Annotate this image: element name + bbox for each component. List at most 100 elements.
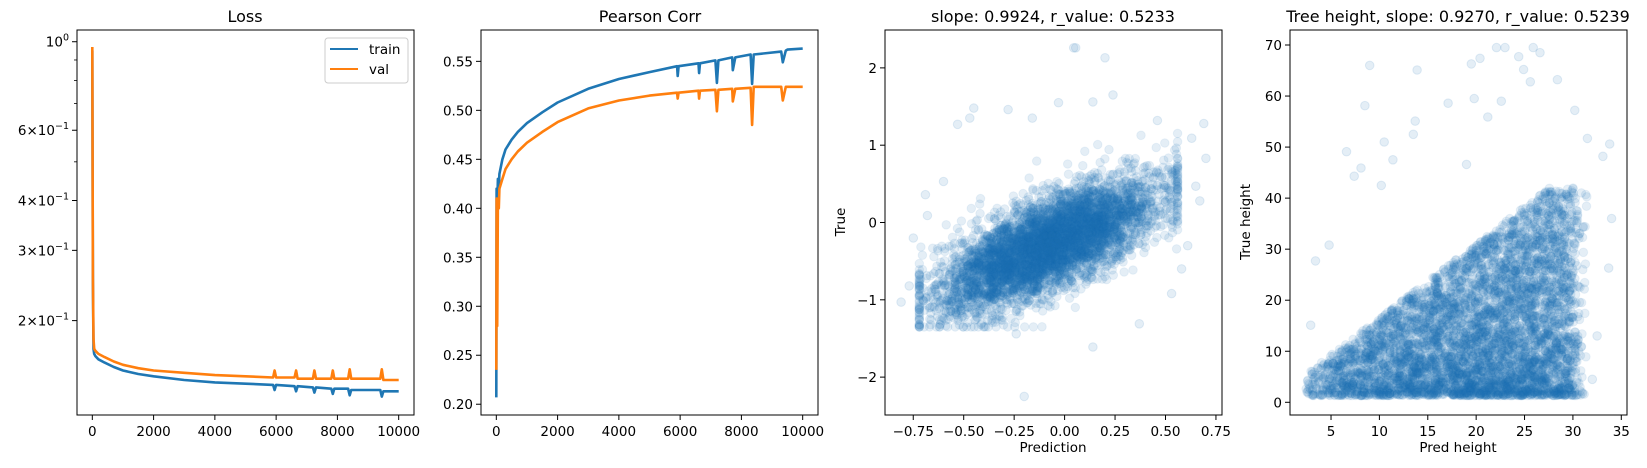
scatter-point xyxy=(1006,236,1017,246)
scatter-point xyxy=(1081,237,1091,248)
scatter-point xyxy=(982,274,993,285)
scatter-point xyxy=(1004,258,1014,269)
scatter-point xyxy=(1087,256,1097,266)
scatter-point xyxy=(1077,208,1088,219)
scatter-point xyxy=(1040,224,1051,235)
scatter-point xyxy=(999,224,1010,234)
x-tick-label: 6000 xyxy=(663,424,697,440)
scatter-point xyxy=(1011,306,1022,317)
scatter-point xyxy=(959,256,969,267)
scatter-point xyxy=(1038,238,1048,249)
scatter-point xyxy=(1096,267,1106,278)
scatter-point xyxy=(1084,227,1094,238)
scatter-point xyxy=(1119,220,1129,230)
scatter-point xyxy=(1130,189,1140,199)
series-line-1 xyxy=(495,85,803,370)
y-tick-label: 0.25 xyxy=(443,348,473,364)
y-axis-label: True xyxy=(833,208,849,238)
scatter-point xyxy=(1068,228,1078,238)
scatter-point xyxy=(1058,248,1069,258)
scatter-point xyxy=(1067,226,1077,237)
scatter-point xyxy=(1107,214,1118,224)
scatter-point xyxy=(1137,199,1148,209)
scatter-point xyxy=(1145,196,1156,206)
scatter-point xyxy=(1044,242,1055,253)
scatter-point xyxy=(1029,271,1039,281)
scatter-point xyxy=(1063,234,1074,244)
scatter-point xyxy=(950,252,960,263)
scatter-point xyxy=(1030,250,1040,261)
scatter-point xyxy=(1063,235,1073,246)
scatter-point xyxy=(1073,203,1084,213)
scatter-point xyxy=(986,272,996,283)
scatter-point xyxy=(1034,282,1044,293)
scatter-point xyxy=(1097,231,1107,242)
scatter-point xyxy=(1081,253,1092,263)
scatter-point xyxy=(1051,203,1061,214)
scatter-point xyxy=(957,258,967,269)
scatter-point xyxy=(1059,263,1070,273)
scatter-point xyxy=(1059,186,1069,196)
scatter-point xyxy=(938,293,948,304)
scatter-point xyxy=(914,319,925,330)
scatter-point xyxy=(934,322,945,332)
scatter-point xyxy=(1021,266,1031,277)
scatter-point xyxy=(1038,203,1048,214)
scatter-point xyxy=(1062,159,1073,169)
scatter-point xyxy=(1172,212,1183,222)
scatter-point xyxy=(1075,209,1086,219)
scatter-point xyxy=(1019,260,1029,270)
scatter-point xyxy=(1067,210,1078,221)
scatter-point xyxy=(938,262,949,272)
scatter-point xyxy=(1044,227,1055,237)
scatter-point xyxy=(1050,264,1061,274)
scatter-point xyxy=(1005,252,1016,263)
scatter-point xyxy=(1065,220,1076,231)
scatter-point xyxy=(956,216,967,226)
x-tick-label: 8000 xyxy=(320,424,354,440)
scatter-point xyxy=(1018,237,1028,247)
scatter-point xyxy=(915,288,925,299)
scatter-point xyxy=(1069,232,1079,243)
scatter-point xyxy=(1016,239,1026,249)
scatter-point xyxy=(1038,234,1048,245)
scatter-point xyxy=(921,273,932,284)
scatter-point xyxy=(1046,262,1057,272)
scatter-point xyxy=(991,314,1002,324)
scatter-point xyxy=(1063,231,1073,242)
series-line-val xyxy=(91,46,399,382)
scatter-point xyxy=(1125,187,1136,197)
scatter-point xyxy=(1058,240,1068,251)
scatter-point xyxy=(1009,207,1020,218)
scatter-point xyxy=(1020,259,1030,270)
scatter-point xyxy=(1009,247,1019,257)
scatter-point xyxy=(1028,237,1039,247)
scatter-point xyxy=(1096,178,1106,188)
scatter-point xyxy=(1064,233,1074,244)
scatter-point xyxy=(1084,231,1094,242)
scatter-point xyxy=(1151,142,1161,153)
scatter-point xyxy=(1048,201,1058,211)
scatter-point xyxy=(1034,241,1044,252)
scatter-point xyxy=(1128,265,1138,275)
scatter-point xyxy=(930,266,941,277)
scatter-point xyxy=(1068,252,1079,263)
scatter-point xyxy=(928,268,939,279)
scatter-point xyxy=(1003,244,1013,255)
scatter-point xyxy=(1024,254,1034,265)
scatter-point xyxy=(982,290,993,301)
scatter-point xyxy=(1083,194,1094,205)
scatter-point xyxy=(1104,210,1114,221)
scatter-point xyxy=(947,265,958,276)
scatter-point xyxy=(987,257,997,268)
scatter-point xyxy=(1008,230,1019,241)
scatter-point xyxy=(1066,191,1076,201)
scatter-point xyxy=(1039,227,1049,237)
scatter-point xyxy=(995,290,1006,300)
scatter-point xyxy=(988,269,999,280)
scatter-point xyxy=(996,246,1006,257)
scatter-point xyxy=(1076,245,1087,255)
scatter-point xyxy=(1075,255,1085,265)
scatter-point xyxy=(1063,231,1074,242)
scatter-point xyxy=(1058,249,1068,260)
